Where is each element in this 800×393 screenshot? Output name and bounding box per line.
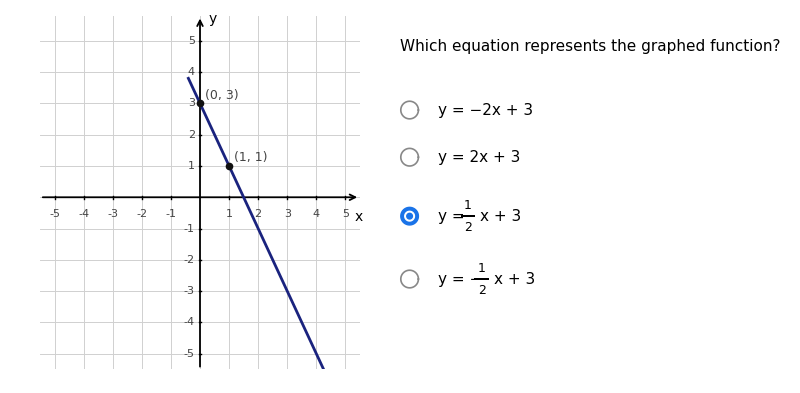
Text: y = 2x + 3: y = 2x + 3 bbox=[438, 150, 521, 165]
Text: x + 3: x + 3 bbox=[480, 209, 522, 224]
Text: -5: -5 bbox=[49, 209, 60, 219]
Text: y = −2x + 3: y = −2x + 3 bbox=[438, 103, 534, 118]
Text: -3: -3 bbox=[107, 209, 118, 219]
Text: x: x bbox=[354, 210, 362, 224]
Text: Which equation represents the graphed function?: Which equation represents the graphed fu… bbox=[400, 39, 781, 54]
Polygon shape bbox=[405, 211, 414, 221]
Text: (1, 1): (1, 1) bbox=[234, 151, 268, 164]
Text: y =: y = bbox=[438, 209, 470, 224]
Text: (0, 3): (0, 3) bbox=[206, 89, 239, 102]
Text: -1: -1 bbox=[184, 224, 194, 233]
Text: 2: 2 bbox=[188, 130, 194, 140]
Text: 4: 4 bbox=[313, 209, 320, 219]
Text: 1: 1 bbox=[226, 209, 233, 219]
Text: y: y bbox=[208, 12, 216, 26]
Polygon shape bbox=[401, 208, 418, 225]
Text: -2: -2 bbox=[184, 255, 194, 265]
Text: 1: 1 bbox=[188, 161, 194, 171]
Text: 2: 2 bbox=[478, 283, 486, 297]
Text: 2: 2 bbox=[254, 209, 262, 219]
Text: 5: 5 bbox=[342, 209, 349, 219]
Text: -5: -5 bbox=[184, 349, 194, 359]
Text: 3: 3 bbox=[284, 209, 290, 219]
Text: 4: 4 bbox=[188, 67, 194, 77]
Polygon shape bbox=[406, 213, 413, 219]
Text: -3: -3 bbox=[184, 286, 194, 296]
Text: -4: -4 bbox=[184, 318, 194, 327]
Text: -2: -2 bbox=[136, 209, 147, 219]
Text: -1: -1 bbox=[166, 209, 177, 219]
Text: -4: -4 bbox=[78, 209, 89, 219]
Text: 2: 2 bbox=[464, 220, 472, 234]
Text: 3: 3 bbox=[188, 98, 194, 108]
Text: 5: 5 bbox=[188, 36, 194, 46]
Text: 1: 1 bbox=[478, 261, 486, 275]
Text: y = −: y = − bbox=[438, 272, 482, 286]
Text: 1: 1 bbox=[464, 198, 472, 212]
Text: x + 3: x + 3 bbox=[494, 272, 535, 286]
